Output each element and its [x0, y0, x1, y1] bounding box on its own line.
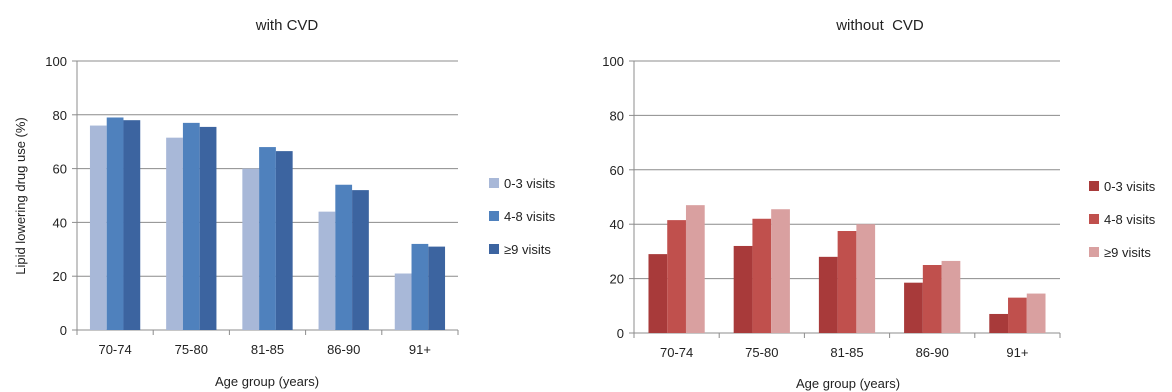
with-cvd-bar: [199, 126, 217, 330]
with-cvd-legend-swatch: [489, 244, 499, 254]
with-cvd-y-tick-label: 60: [53, 162, 67, 177]
with-cvd-y-tick-label: 100: [45, 54, 67, 69]
without-cvd-bar: [904, 282, 923, 333]
without-cvd-bar: [856, 224, 876, 333]
with-cvd-y-tick-label: 0: [60, 323, 67, 338]
with-cvd-bar: [352, 190, 369, 330]
with-cvd-y-tick-label: 80: [53, 108, 67, 123]
with-cvd-bar: [394, 273, 412, 330]
with-cvd-y-tick-label: 40: [53, 215, 67, 230]
with-cvd-bar: [335, 184, 353, 330]
without-cvd-bar: [667, 220, 686, 333]
without-cvd-legend-label: 0-3 visits: [1104, 179, 1156, 194]
without-cvd-legend-label: 4-8 visits: [1104, 212, 1156, 227]
with-cvd-y-axis-label: Lipid lowering drug use (%): [13, 117, 28, 275]
with-cvd-legend-swatch: [489, 211, 499, 221]
chart-panel-with-cvd: 0 20 40 60 80 100 70-74 75-80 81-85 86-90 91+ with …: [13, 17, 556, 389]
with-cvd-bar: [411, 243, 429, 330]
without-cvd-x-axis-label: Age group (years): [796, 376, 900, 391]
without-cvd-bar: [1026, 293, 1046, 333]
with-cvd-x-tick-label: 81-85: [251, 342, 284, 357]
with-cvd-x-tick-label: 75-80: [175, 342, 208, 357]
with-cvd-x-tick-label: 91+: [409, 342, 431, 357]
without-cvd-bar: [922, 265, 942, 333]
without-cvd-legend-swatch: [1089, 214, 1099, 224]
without-cvd-x-tick-label: 75-80: [745, 345, 778, 360]
with-cvd-x-axis-label: Age group (years): [215, 374, 319, 389]
without-cvd-x-tick-label: 91+: [1006, 345, 1028, 360]
without-cvd-legend-label: ≥9 visits: [1104, 245, 1151, 260]
without-cvd-title: without CVD: [835, 17, 924, 34]
with-cvd-title: with CVD: [255, 17, 319, 34]
with-cvd-y-tick-label: 20: [53, 269, 67, 284]
with-cvd-bar: [259, 147, 276, 330]
with-cvd-bar: [242, 168, 260, 330]
without-cvd-y-tick-label: 100: [602, 54, 624, 69]
with-cvd-bar: [89, 125, 107, 330]
with-cvd-bar: [275, 151, 293, 330]
without-cvd-bar: [771, 209, 790, 333]
without-cvd-bar: [941, 260, 961, 333]
with-cvd-legend-swatch: [489, 178, 499, 188]
without-cvd-bar: [733, 245, 753, 333]
without-cvd-legend-swatch: [1089, 181, 1099, 191]
without-cvd-y-tick-label: 80: [610, 108, 624, 123]
without-cvd-x-tick-label: 70-74: [660, 345, 693, 360]
without-cvd-bar: [648, 254, 668, 333]
with-cvd-bar: [428, 246, 446, 330]
without-cvd-bar: [685, 205, 705, 333]
without-cvd-x-tick-label: 81-85: [830, 345, 863, 360]
chart-without-cvd: 0 20 40 60 80 100 70-74 75-80 81-85 86-90 91+ witho…: [602, 17, 1156, 391]
without-cvd-y-tick-label: 40: [610, 217, 624, 232]
without-cvd-bar: [989, 313, 1009, 333]
with-cvd-bar: [166, 137, 183, 330]
with-cvd-legend-label: ≥9 visits: [504, 242, 551, 257]
without-cvd-y-tick-label: 0: [617, 326, 624, 341]
chart-with-cvd: 0 20 40 60 80 100 70-74 75-80 81-85 86-90 91+ with …: [13, 17, 556, 389]
chart-panel-without-cvd: 0 20 40 60 80 100 70-74 75-80 81-85 86-90 91+ witho…: [586, 0, 1172, 392]
without-cvd-bar: [1008, 297, 1027, 333]
with-cvd-bar: [182, 122, 200, 331]
with-cvd-bar: [123, 120, 141, 331]
without-cvd-y-tick-label: 20: [610, 272, 624, 287]
without-cvd-bar: [837, 231, 857, 333]
without-cvd-bar: [818, 256, 838, 333]
with-cvd-x-tick-label: 70-74: [98, 342, 131, 357]
with-cvd-bar: [106, 117, 124, 331]
without-cvd-legend-swatch: [1089, 247, 1099, 257]
with-cvd-bar: [318, 211, 336, 330]
without-cvd-x-tick-label: 86-90: [916, 345, 949, 360]
with-cvd-x-tick-label: 86-90: [327, 342, 360, 357]
with-cvd-legend-label: 4-8 visits: [504, 209, 556, 224]
without-cvd-bar: [752, 218, 772, 333]
without-cvd-y-tick-label: 60: [610, 163, 624, 178]
with-cvd-legend-label: 0-3 visits: [504, 176, 556, 191]
